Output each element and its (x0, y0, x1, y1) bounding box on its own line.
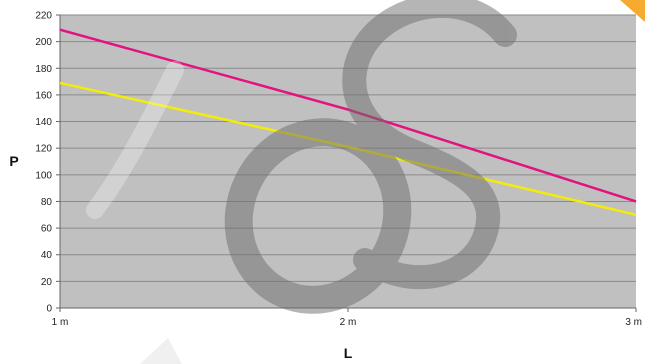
y-tick-label: 20 (41, 277, 53, 288)
y-tick-label: 80 (41, 197, 53, 208)
y-tick-label: 100 (35, 170, 52, 181)
x-tick-labels: 1 m 2 m 3 m (52, 308, 642, 328)
watermark (86, 0, 517, 314)
y-tick-label: 220 (35, 11, 52, 22)
y-tick-label: 0 (46, 304, 52, 315)
y-tick-label: 60 (41, 224, 53, 235)
x-axis-label: L (344, 345, 353, 361)
watermark-letter-s (342, 0, 517, 290)
y-tick-label: 200 (35, 37, 52, 48)
watermark-stroke-left (86, 61, 184, 219)
y-tick-label: 40 (41, 250, 53, 261)
x-tick-label: 1 m (52, 317, 69, 328)
series-line-1 (59, 28, 637, 203)
x-tick-label: 3 m (625, 317, 642, 328)
y-tick-label: 160 (35, 90, 52, 101)
watermark-letter-o (224, 118, 412, 314)
y-tick-label: 120 (35, 144, 52, 155)
y-tick-label: 180 (35, 64, 52, 75)
y-tick-labels: 0 20 40 60 80 100 120 140 160 180 200 220 (35, 11, 60, 315)
x-tick-label: 2 m (340, 317, 357, 328)
y-tick-label: 140 (35, 117, 52, 128)
y-axis-label: P (9, 153, 18, 169)
corner-accent-bottom-left (140, 338, 182, 364)
corner-accent-top-right (620, 0, 645, 22)
